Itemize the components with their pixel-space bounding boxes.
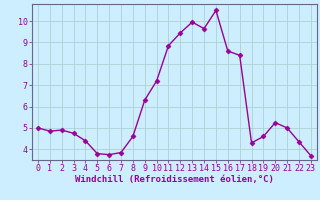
X-axis label: Windchill (Refroidissement éolien,°C): Windchill (Refroidissement éolien,°C): [75, 175, 274, 184]
